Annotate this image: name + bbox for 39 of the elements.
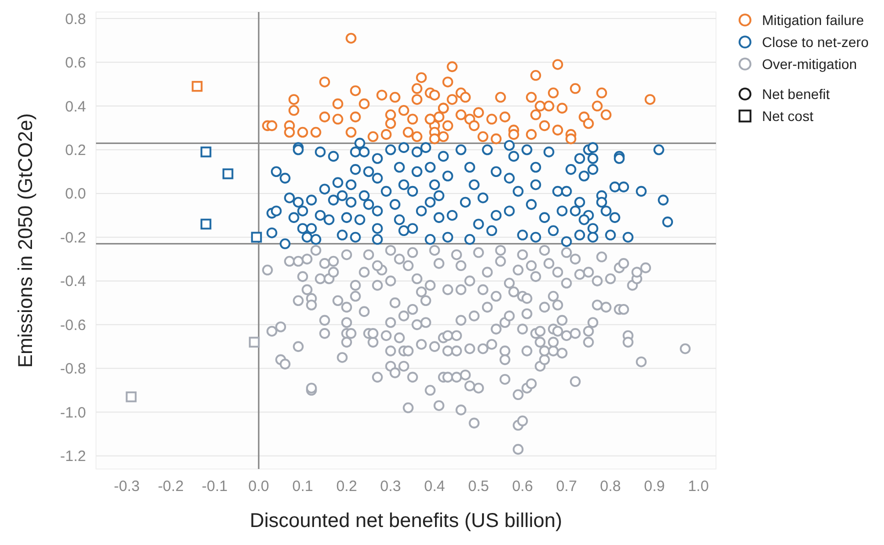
y-tick-label: -0.6 (60, 316, 86, 334)
point (200, 146, 212, 158)
y-axis-title: Emissions in 2050 (GtCO2e) (15, 113, 37, 368)
y-tick-label: 0.0 (65, 186, 86, 203)
x-tick-label: -0.3 (114, 478, 140, 495)
x-tick-label: 0.9 (644, 478, 665, 495)
x-tick-label: 0.0 (248, 478, 270, 495)
x-tick-label: 1.0 (688, 478, 709, 495)
y-tick-label: 0.8 (65, 10, 86, 28)
legend-label: Mitigation failure (762, 12, 864, 28)
y-tick-label: -1.0 (60, 404, 86, 422)
point (192, 80, 203, 92)
point (251, 232, 262, 243)
y-tick-label: -1.2 (60, 448, 86, 466)
y-tick-label: 0.6 (65, 54, 86, 72)
legend-label: Close to net-zero (762, 34, 869, 50)
x-tick-label: 0.6 (512, 478, 533, 495)
x-tick-label: 0.5 (468, 478, 489, 495)
y-tick-label: 0.2 (65, 142, 86, 160)
point (222, 168, 234, 180)
y-tick-label: -0.2 (60, 229, 86, 246)
x-tick-label: -0.2 (158, 478, 184, 495)
legend-label: Net benefit (762, 86, 830, 102)
y-tick-label: -0.4 (60, 273, 86, 290)
y-tick-label: -0.8 (60, 360, 86, 378)
x-tick-label: 0.8 (600, 478, 621, 495)
x-tick-label: 0.7 (556, 478, 577, 495)
text: Net cost (762, 108, 814, 124)
y-tick-label: 0.4 (65, 98, 86, 116)
point (126, 391, 137, 402)
x-tick-label: 0.2 (336, 478, 358, 495)
point (248, 336, 260, 348)
x-axis-title: Discounted net benefits (US billion) (250, 510, 562, 532)
x-tick-label: 0.1 (292, 478, 314, 495)
x-tick-label: -0.1 (202, 478, 228, 495)
point (200, 218, 212, 230)
x-tick-label: 0.4 (424, 478, 446, 495)
x-tick-label: 0.3 (380, 478, 402, 495)
legend-label: Over-mitigation (762, 56, 857, 72)
